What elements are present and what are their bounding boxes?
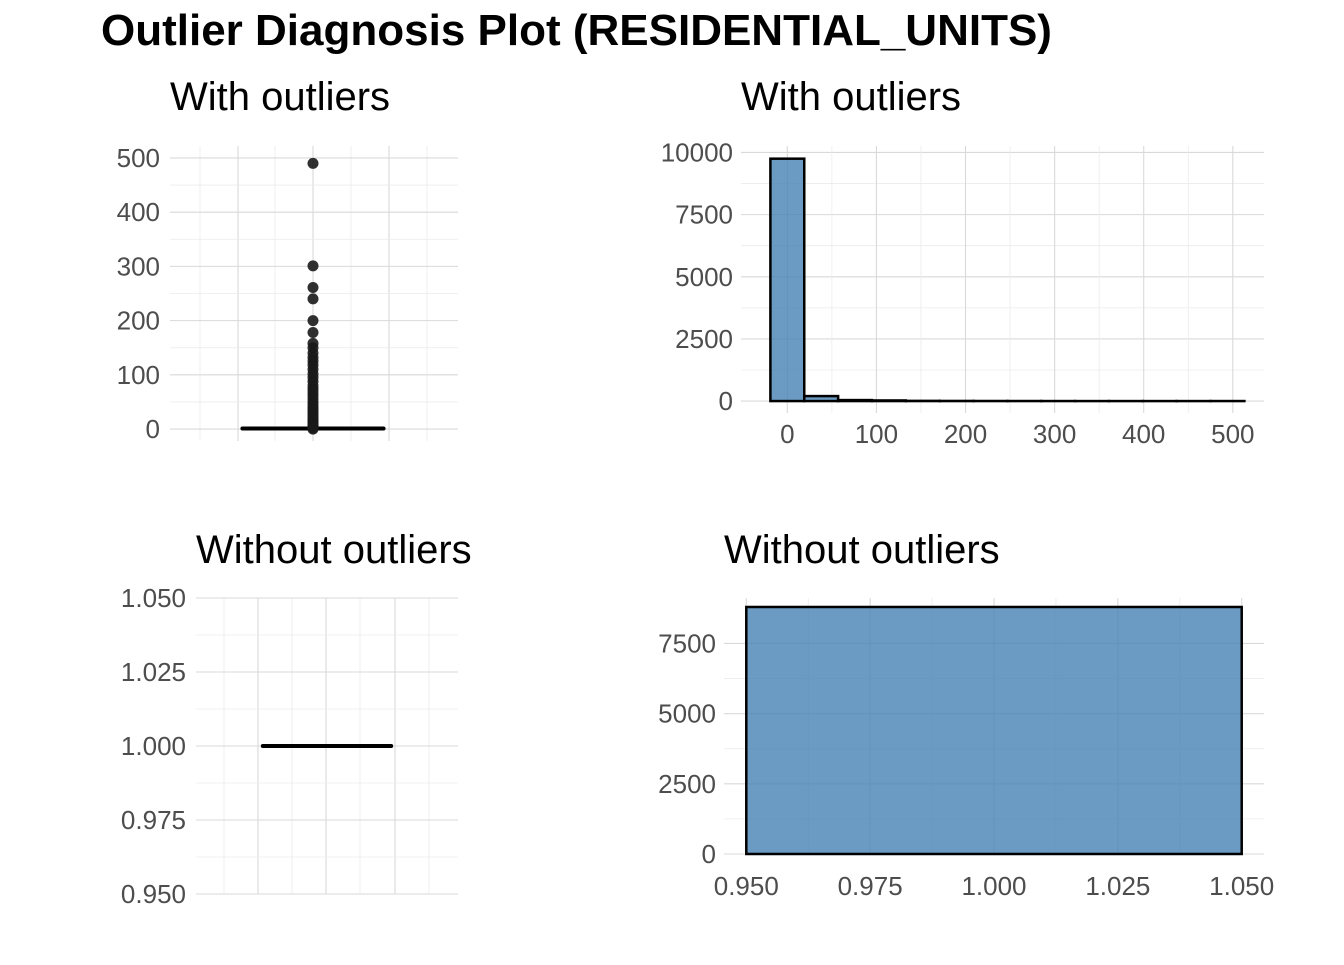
- panel-boxplot-without-outliers: Without outliers 0.950 0.975 1.000 1.025 1.0…: [121, 528, 472, 909]
- outlier-point: [308, 293, 319, 304]
- panel-title: Without outliers: [196, 528, 472, 572]
- outlier-point: [308, 327, 319, 338]
- y-tick-label: 500: [117, 143, 160, 173]
- y-tick-label: 400: [117, 197, 160, 227]
- panel-title: With outliers: [741, 75, 961, 119]
- y-tick-label: 5000: [658, 699, 716, 729]
- x-tick-label: 100: [855, 419, 898, 449]
- outlier-point: [308, 282, 319, 293]
- plot-area: 0 2500 5000 7500 0.950 0.975 1.000 1.025 1.050: [658, 598, 1274, 901]
- y-tick-label: 1.000: [121, 731, 186, 761]
- x-tick-label: 400: [1122, 419, 1165, 449]
- x-tick-label: 200: [944, 419, 987, 449]
- histogram-bar: [804, 396, 838, 401]
- y-tick-label: 1.025: [121, 657, 186, 687]
- y-tick-label: 0.950: [121, 879, 186, 909]
- figure-title: Outlier Diagnosis Plot (RESIDENTIAL_UNIT…: [101, 6, 1052, 55]
- panel-title: With outliers: [170, 75, 390, 119]
- histogram-bar: [746, 607, 1241, 854]
- panel-histogram-without-outliers: Without outliers 0 2500 5000 7500 0.950 0.975…: [658, 528, 1274, 901]
- y-tick-label: 0.975: [121, 805, 186, 835]
- histogram-bar: [872, 400, 906, 401]
- x-tick-label: 1.025: [1085, 871, 1150, 901]
- y-tick-label: 0: [146, 414, 160, 444]
- plot-area: 0.950 0.975 1.000 1.025 1.050: [121, 583, 458, 909]
- x-tick-label: 0: [780, 419, 794, 449]
- outlier-point: [308, 158, 319, 169]
- outlier-point: [308, 260, 319, 271]
- y-tick-label: 0: [719, 386, 733, 416]
- y-tick-label: 5000: [675, 262, 733, 292]
- y-tick-label: 7500: [675, 200, 733, 230]
- y-tick-label: 0: [702, 839, 716, 869]
- y-tick-label: 7500: [658, 628, 716, 658]
- x-tick-label: 300: [1033, 419, 1076, 449]
- y-tick-label: 2500: [658, 769, 716, 799]
- outlier-point: [308, 424, 319, 435]
- x-tick-label: 1.000: [961, 871, 1026, 901]
- panel-histogram-with-outliers: With outliers 0 2500 5000 7500 10000 0 100 200 3…: [661, 75, 1264, 449]
- x-tick-label: 0.975: [838, 871, 903, 901]
- x-tick-label: 1.050: [1209, 871, 1274, 901]
- panel-boxplot-with-outliers: With outliers 0 100 200 300 400 500: [117, 75, 458, 444]
- y-tick-label: 1.050: [121, 583, 186, 613]
- x-tick-label: 500: [1211, 419, 1254, 449]
- plot-area: 0 100 200 300 400 500: [117, 143, 458, 444]
- histogram-bar: [838, 400, 872, 401]
- x-tick-label: 0.950: [714, 871, 779, 901]
- y-tick-label: 10000: [661, 137, 733, 167]
- y-tick-label: 2500: [675, 324, 733, 354]
- y-tick-label: 200: [117, 306, 160, 336]
- outlier-point: [308, 315, 319, 326]
- y-tick-label: 300: [117, 251, 160, 281]
- histogram-bar: [770, 159, 804, 401]
- y-tick-label: 100: [117, 360, 160, 390]
- panel-title: Without outliers: [724, 528, 1000, 572]
- plot-area: 0 2500 5000 7500 10000 0 100 200 300 400 500: [661, 137, 1264, 449]
